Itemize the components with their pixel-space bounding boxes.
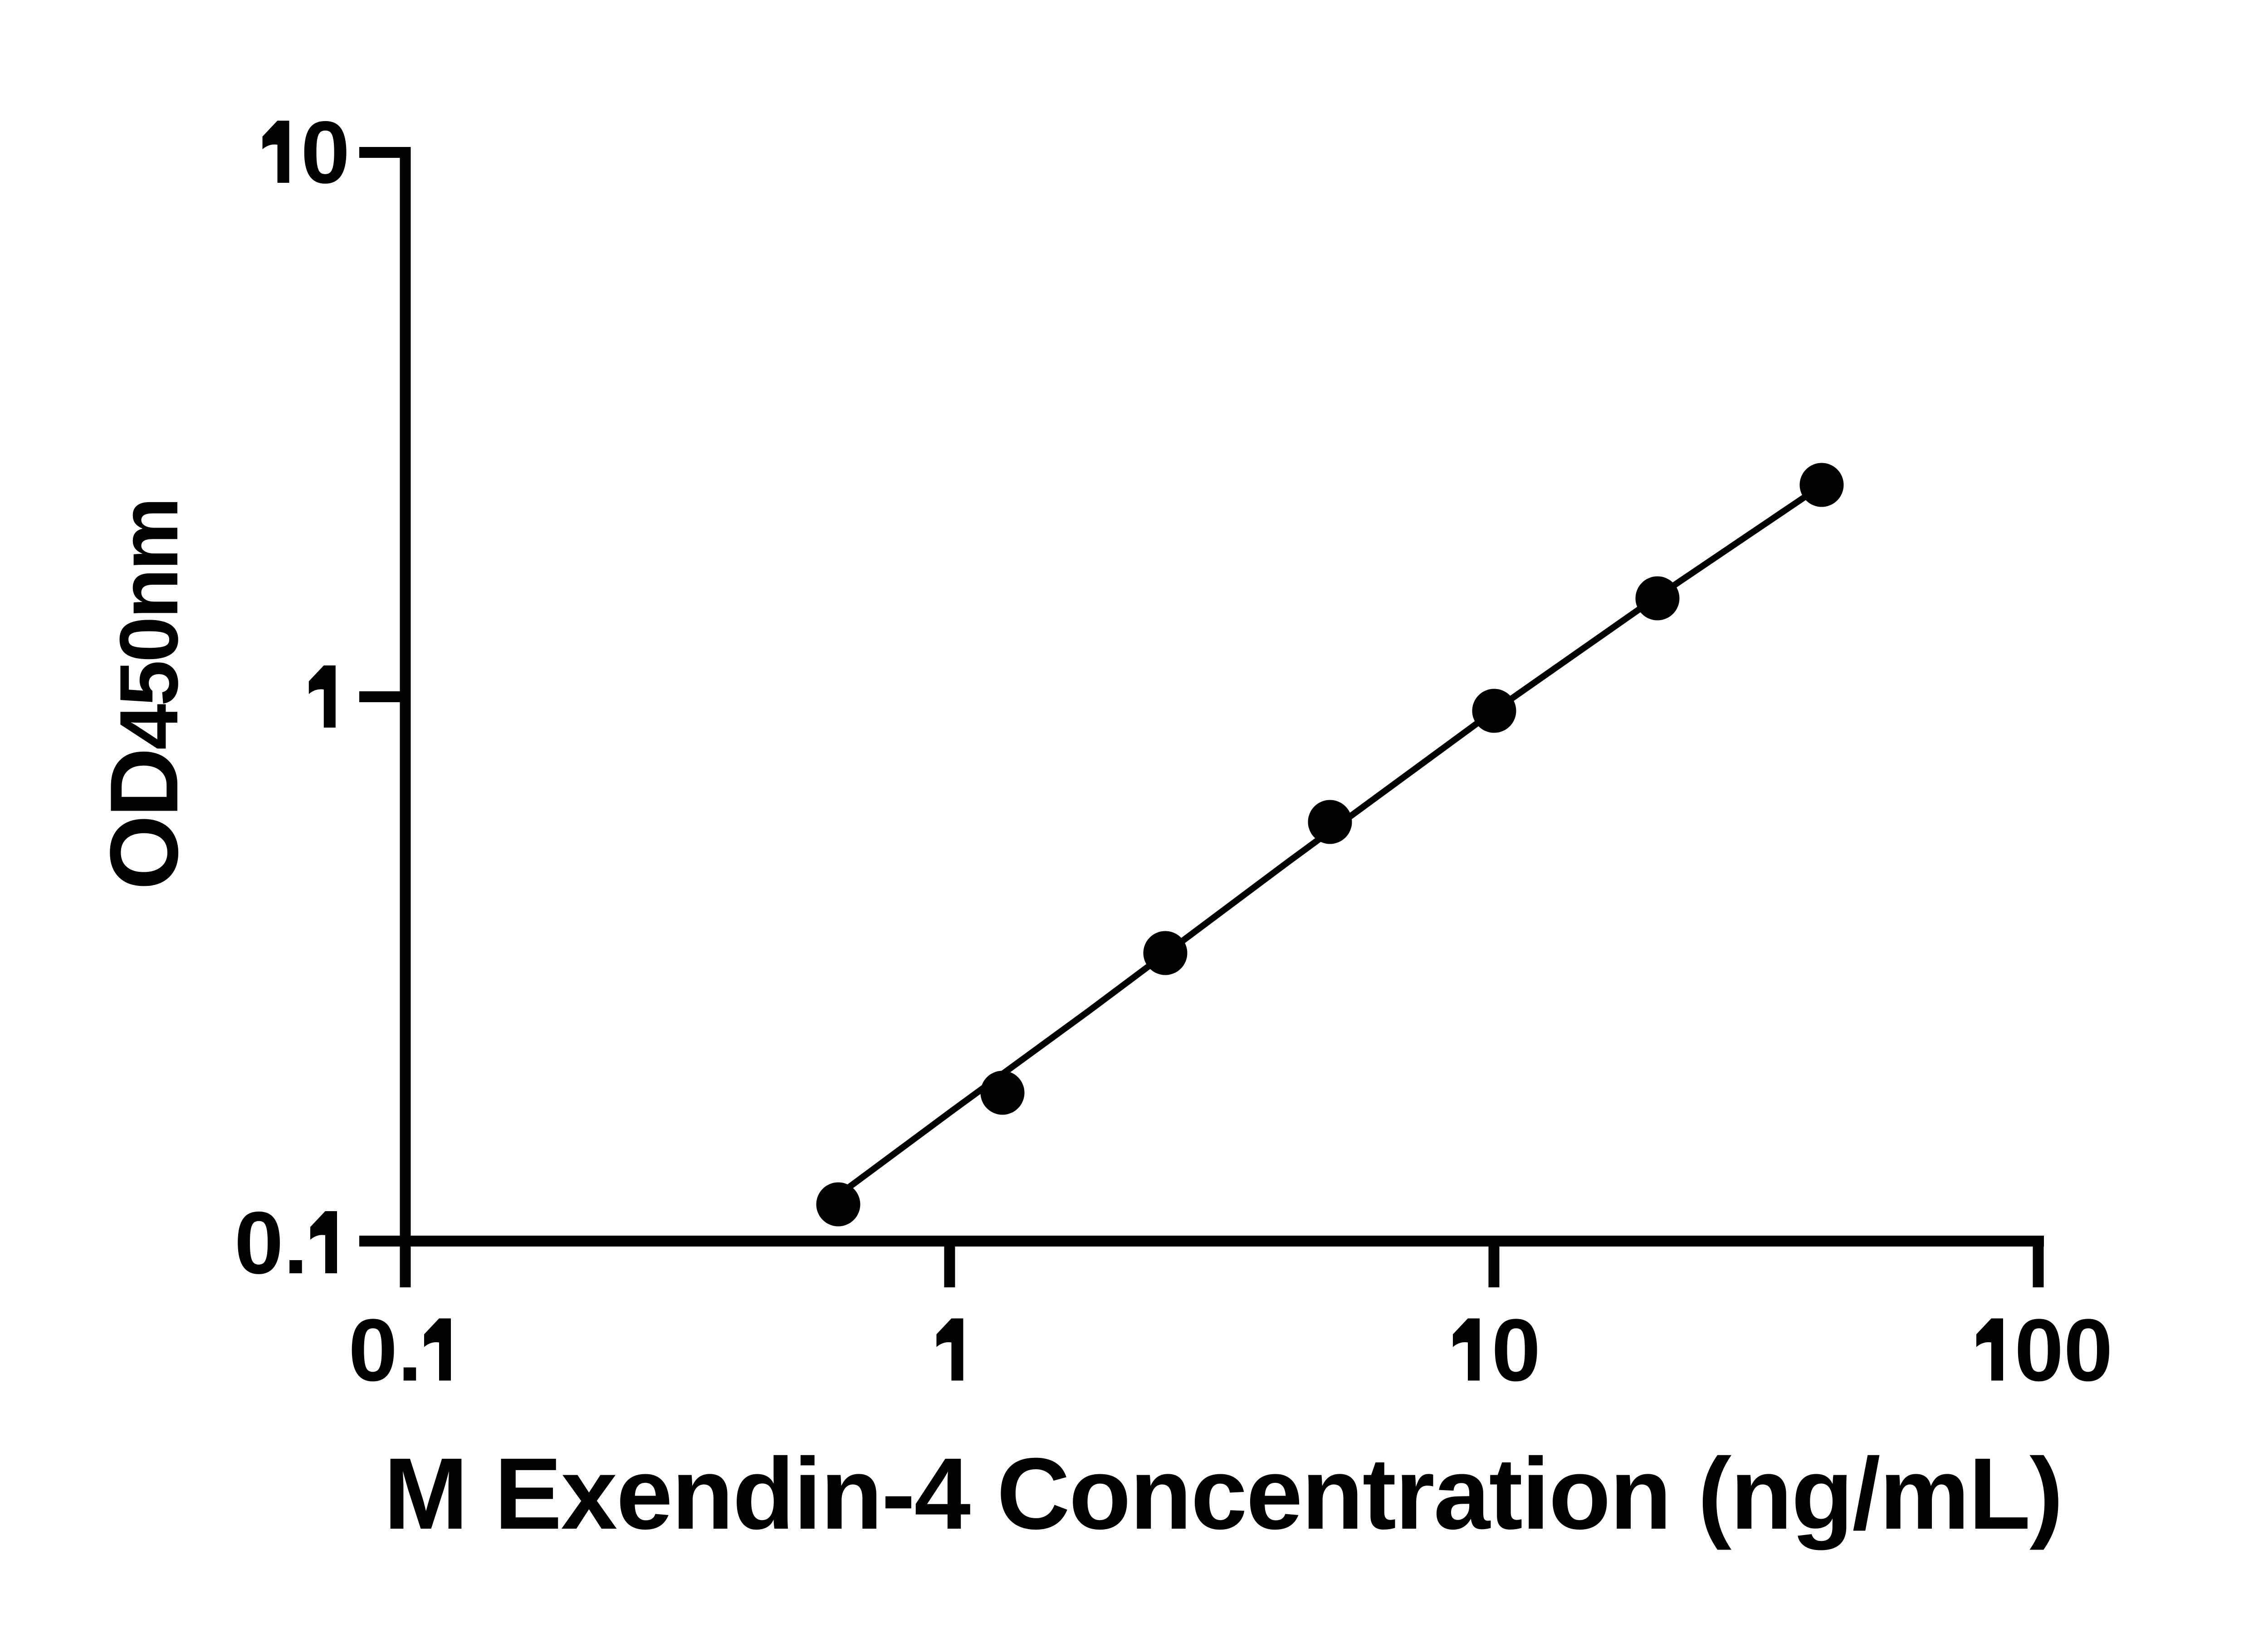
svg-text:0: 0 xyxy=(301,103,350,202)
svg-text:0.: 0. xyxy=(235,1193,308,1292)
svg-text:OD450nm: OD450nm xyxy=(90,499,198,890)
svg-text:0.: 0. xyxy=(348,1301,422,1400)
svg-text:M Exendin-4 Concentration (ng/: M Exendin-4 Concentration (ng/mL) xyxy=(384,1437,2063,1550)
svg-text:00: 00 xyxy=(2014,1301,2113,1400)
svg-text:0: 0 xyxy=(1491,1301,1540,1400)
